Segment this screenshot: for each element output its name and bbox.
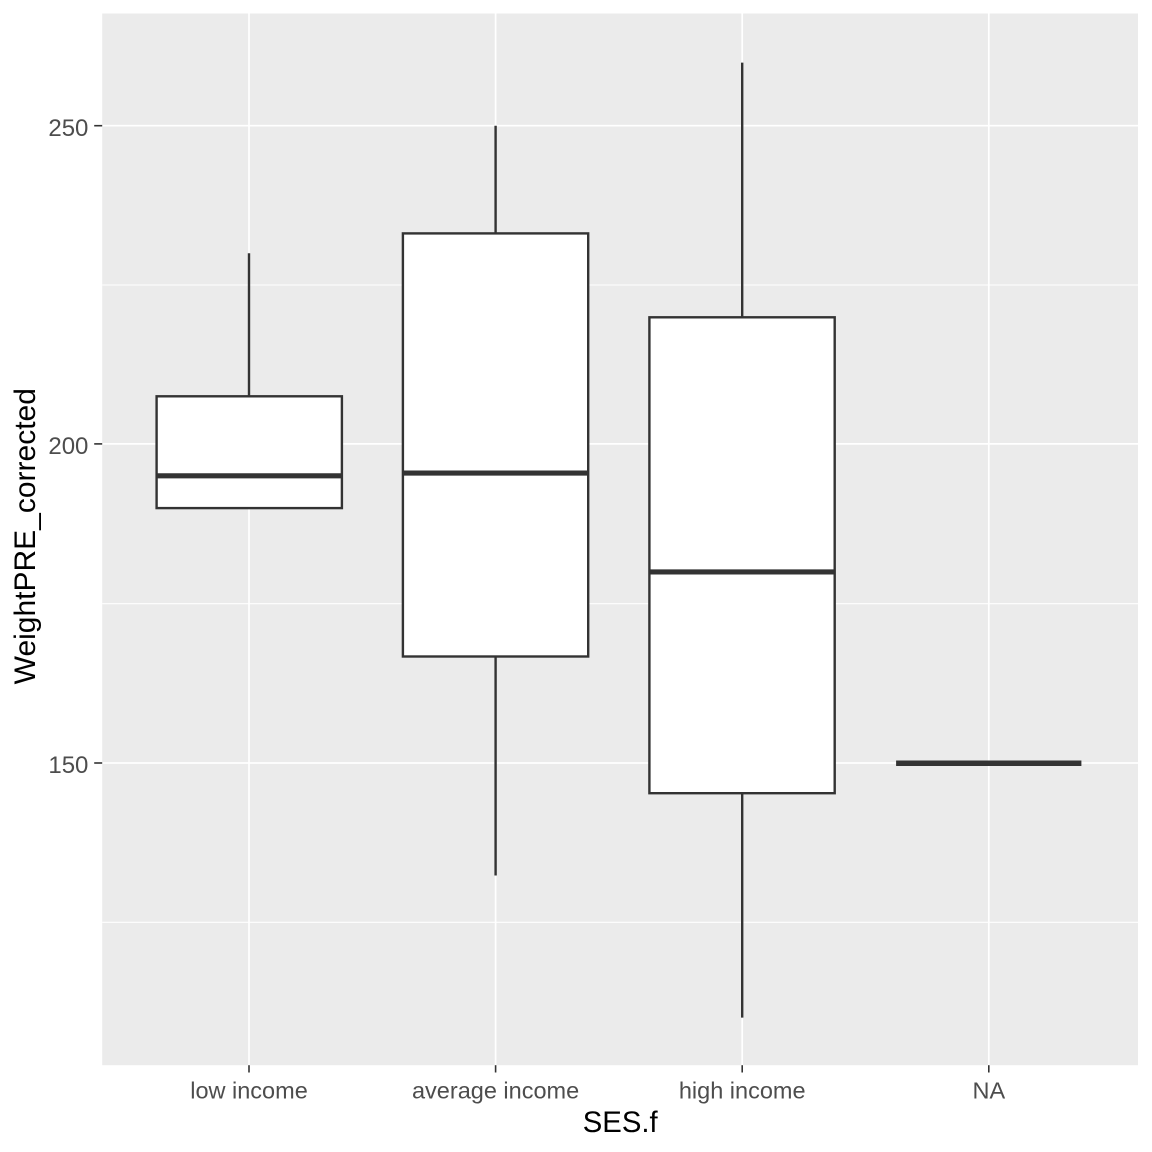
svg-text:SES.f: SES.f bbox=[583, 1106, 659, 1139]
svg-text:250: 250 bbox=[48, 115, 88, 142]
svg-text:high income: high income bbox=[679, 1077, 806, 1103]
svg-text:150: 150 bbox=[48, 752, 88, 779]
svg-text:average income: average income bbox=[412, 1077, 579, 1103]
svg-text:WeightPRE_corrected: WeightPRE_corrected bbox=[9, 388, 42, 684]
svg-text:low income: low income bbox=[190, 1077, 308, 1103]
svg-text:200: 200 bbox=[48, 433, 88, 460]
svg-text:NA: NA bbox=[972, 1077, 1005, 1103]
